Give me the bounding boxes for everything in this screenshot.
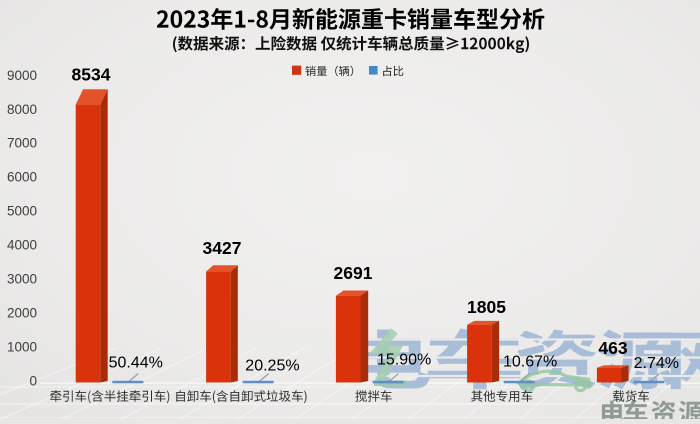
svg-text:15.90%: 15.90% bbox=[377, 352, 431, 369]
svg-text:0: 0 bbox=[29, 373, 37, 388]
svg-text:9000: 9000 bbox=[7, 68, 37, 83]
svg-text:4000: 4000 bbox=[7, 238, 37, 253]
svg-text:2000: 2000 bbox=[7, 306, 37, 321]
svg-text:1805: 1805 bbox=[467, 297, 506, 317]
svg-text:50.44%: 50.44% bbox=[109, 354, 163, 371]
svg-text:2691: 2691 bbox=[334, 263, 373, 283]
svg-text:6000: 6000 bbox=[7, 170, 37, 185]
svg-text:8000: 8000 bbox=[7, 102, 37, 117]
svg-text:3427: 3427 bbox=[203, 238, 242, 258]
svg-text:3000: 3000 bbox=[7, 272, 37, 287]
svg-text:7000: 7000 bbox=[7, 136, 37, 151]
svg-text:2.74%: 2.74% bbox=[634, 355, 679, 372]
svg-text:5000: 5000 bbox=[7, 204, 37, 219]
svg-text:463: 463 bbox=[598, 338, 627, 358]
svg-text:8534: 8534 bbox=[72, 65, 111, 85]
svg-text:10.67%: 10.67% bbox=[503, 354, 557, 371]
svg-text:1000: 1000 bbox=[7, 339, 37, 354]
svg-text:20.25%: 20.25% bbox=[245, 358, 299, 375]
